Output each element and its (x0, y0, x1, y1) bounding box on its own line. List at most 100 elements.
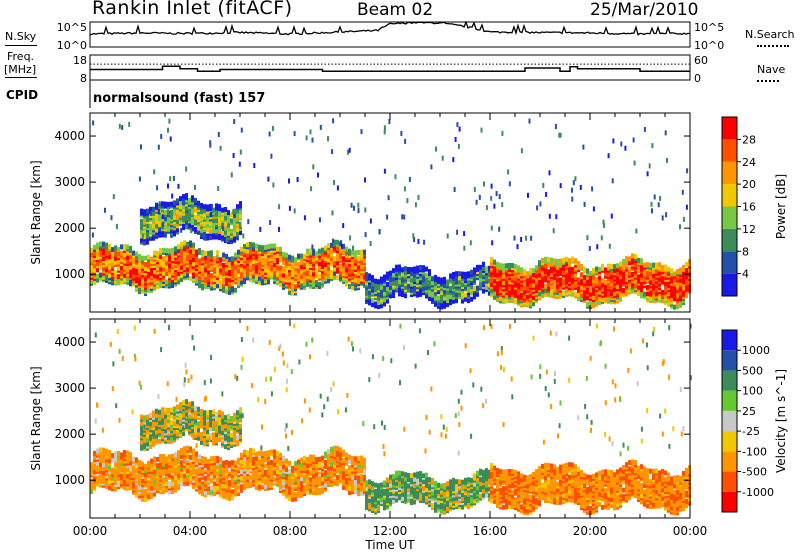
power-cell (458, 271, 461, 277)
power-cell (571, 291, 574, 297)
velocity-cell (339, 447, 342, 453)
velocity-cell (231, 493, 234, 499)
velocity-cell (309, 458, 312, 464)
power-cell (144, 262, 147, 267)
power-cell (243, 243, 246, 249)
power-cell (682, 216, 685, 222)
power-cell (339, 253, 342, 259)
power-cell (327, 278, 330, 284)
power-cell (276, 246, 279, 252)
velocity-cell (123, 474, 126, 480)
power-cell (177, 244, 180, 250)
power-cell (321, 260, 324, 265)
power-cell (264, 244, 267, 250)
power-cell (631, 253, 634, 259)
power-cell (619, 292, 622, 298)
power-cell (479, 264, 482, 270)
power-cell (417, 239, 420, 244)
power-cell (493, 278, 496, 284)
power-cell (604, 271, 607, 277)
velocity-cell (156, 463, 159, 469)
power-cell (270, 243, 273, 249)
power-cell (496, 272, 499, 278)
velocity-cell (96, 475, 99, 481)
power-cell (499, 263, 502, 269)
velocity-cell (210, 485, 213, 491)
power-cell (577, 277, 580, 283)
velocity-cell (177, 483, 180, 489)
power-cell (108, 254, 111, 260)
power-cell (649, 289, 652, 295)
power-cell (319, 124, 322, 130)
power-cell (222, 226, 225, 231)
power-cell (556, 265, 559, 271)
power-cell (441, 155, 444, 161)
velocity-cell (288, 460, 291, 466)
power-cell (267, 176, 270, 182)
power-cell (398, 264, 401, 270)
velocity-cell (264, 469, 267, 475)
power-cell (233, 212, 236, 218)
power-cell (153, 169, 156, 175)
power-cell (332, 238, 334, 244)
velocity-cell (111, 453, 114, 459)
power-cell (324, 274, 327, 280)
velocity-cell (162, 460, 165, 466)
power-cell (206, 216, 209, 222)
velocity-cell (147, 460, 150, 466)
velocity-cell (150, 458, 153, 464)
power-cell (493, 203, 496, 209)
velocity-cell (321, 455, 324, 461)
power-cell (428, 269, 431, 274)
velocity-cell (255, 484, 258, 490)
power-cell (185, 193, 188, 199)
power-cell (177, 183, 180, 189)
velocity-cell (213, 480, 216, 486)
velocity-cell (105, 481, 108, 487)
power-cell (520, 237, 523, 242)
power-cell (431, 296, 434, 302)
velocity-cell (213, 484, 216, 490)
power-cell (321, 278, 324, 284)
power-cell (216, 279, 219, 285)
power-cell (112, 194, 115, 200)
velocity-cell (297, 492, 300, 498)
power-cell (336, 239, 339, 245)
power-cell (613, 291, 616, 297)
power-cell (369, 218, 372, 224)
velocity-cell (327, 465, 330, 471)
velocity-cell (126, 473, 129, 479)
velocity-cell (90, 462, 93, 468)
velocity-cell (303, 478, 306, 484)
velocity-cell (300, 484, 303, 490)
power-cell (586, 295, 589, 301)
velocity-cell (141, 465, 144, 471)
power-cell (294, 284, 297, 290)
power-cell (318, 281, 321, 287)
power-heatmap-cells (90, 118, 691, 310)
power-cell (431, 276, 434, 282)
power-cell (258, 265, 261, 271)
power-cell (180, 248, 183, 254)
power-y-axis-label: Slant Range [km] (29, 160, 43, 264)
velocity-cell (117, 461, 120, 467)
power-cell (430, 164, 433, 170)
power-cell (610, 274, 613, 280)
power-cell (236, 204, 239, 210)
power-cell (553, 281, 556, 287)
power-cell (661, 265, 664, 271)
power-cell (132, 256, 135, 262)
power-cell (180, 252, 183, 258)
noise-right-tick-label: 10^5 (694, 21, 724, 34)
power-cell (158, 226, 161, 232)
power-cell (538, 291, 541, 297)
velocity-cell (357, 456, 360, 461)
power-cell (204, 235, 207, 241)
power-cell (239, 149, 242, 155)
power-cell (604, 279, 607, 285)
power-cell (194, 184, 196, 190)
velocity-cell (159, 462, 162, 468)
velocity-cell (270, 474, 273, 480)
power-cell (140, 233, 143, 239)
power-cell (207, 273, 210, 279)
